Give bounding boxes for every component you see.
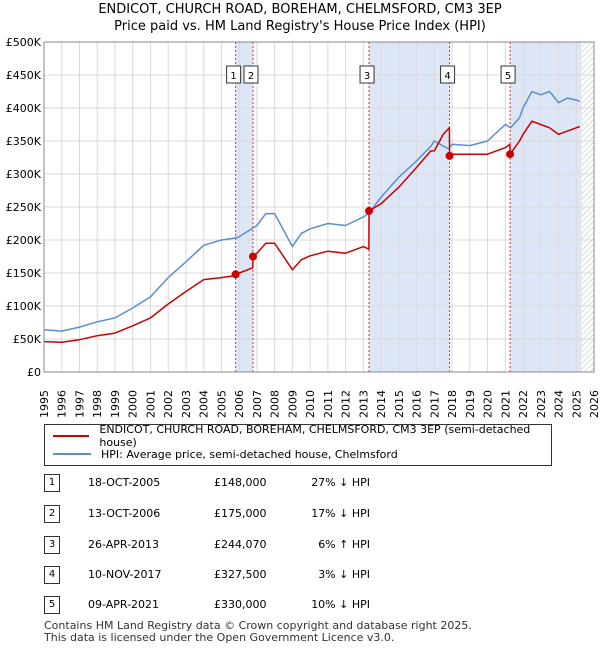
y-tick-label: £150K xyxy=(6,267,42,280)
x-tick-label: 1999 xyxy=(109,390,122,418)
x-tick-label: 2006 xyxy=(233,390,246,418)
sale-price: £244,070 xyxy=(214,538,267,551)
legend-item-property: ENDICOT, CHURCH ROAD, BOREHAM, CHELMSFOR… xyxy=(53,423,551,449)
sale-hpi-diff: 6% ↑ HPI xyxy=(318,538,370,551)
sale-label-box xyxy=(243,65,259,84)
footer-copyright: Contains HM Land Registry data © Crown c… xyxy=(44,619,472,632)
x-tick-label: 1996 xyxy=(56,390,69,418)
table-row: 4 10-NOV-2017 £327,500 3% ↓ HPI xyxy=(0,566,600,586)
chart-subtitle: Price paid vs. HM Land Registry's House … xyxy=(114,19,486,34)
property-price-line xyxy=(43,120,581,344)
x-tick-label: 2018 xyxy=(446,390,459,418)
chart-title: ENDICOT, CHURCH ROAD, BOREHAM, CHELMSFOR… xyxy=(98,2,502,17)
table-row: 3 26-APR-2013 £244,070 6% ↑ HPI xyxy=(0,536,600,556)
x-tick-label: 2009 xyxy=(286,390,299,418)
sale-label: 2 xyxy=(248,71,254,82)
x-tick-label: 2005 xyxy=(215,390,228,418)
x-tick-label: 2016 xyxy=(411,390,424,418)
y-tick-label: £100K xyxy=(6,300,42,313)
x-tick-label: 2013 xyxy=(357,390,370,418)
sale-date: 10-NOV-2017 xyxy=(88,568,162,581)
y-tick-label: £450K xyxy=(6,69,42,82)
property-line-swatch xyxy=(53,435,90,437)
legend-property-label: ENDICOT, CHURCH ROAD, BOREHAM, CHELMSFOR… xyxy=(99,423,531,449)
sale-number: 2 xyxy=(44,505,60,523)
x-tick-label: 2017 xyxy=(428,390,441,418)
x-tick-label: 2008 xyxy=(269,390,282,418)
x-tick-label: 2023 xyxy=(535,390,548,418)
legend-item-hpi: HPI: Average price, semi-detached house,… xyxy=(53,445,398,463)
sale-hpi-diff: 3% ↓ HPI xyxy=(318,568,370,581)
x-tick-label: 2011 xyxy=(322,390,335,418)
x-tick-label: 2025 xyxy=(570,390,583,418)
sale-label: 1 xyxy=(230,71,236,82)
sale-label-box xyxy=(440,65,456,84)
legend: ENDICOT, CHURCH ROAD, BOREHAM, CHELMSFOR… xyxy=(44,423,552,466)
x-tick-label: 1995 xyxy=(38,390,51,418)
x-tick-label: 2001 xyxy=(144,390,157,418)
sale-number: 3 xyxy=(44,536,60,554)
sale-label: 4 xyxy=(444,71,450,82)
sale-number: 5 xyxy=(44,596,60,614)
x-tick-label: 1997 xyxy=(73,390,86,418)
y-tick-label: £350K xyxy=(6,135,42,148)
sale-label: 3 xyxy=(364,71,370,82)
y-tick-label: £50K xyxy=(13,333,42,346)
price-chart: 1 2 3 4 5 £0 £50K £100K £150K £200K £250K £300K £35… xyxy=(6,36,600,418)
sale-label-box xyxy=(226,65,242,84)
y-tick-label: £400K xyxy=(6,102,42,115)
sale-point xyxy=(365,206,374,215)
x-tick-label: 2004 xyxy=(198,390,211,418)
x-tick-label: 2002 xyxy=(162,390,175,418)
sale-date: 09-APR-2021 xyxy=(88,598,160,611)
footer-license: This data is licensed under the Open Gov… xyxy=(44,631,395,644)
sale-point xyxy=(445,151,454,160)
x-tick-label: 2015 xyxy=(393,390,406,418)
sale-price: £327,500 xyxy=(214,568,267,581)
hpi-line-swatch xyxy=(53,453,91,455)
hpi-line xyxy=(43,90,581,332)
x-tick-label: 2022 xyxy=(517,390,530,418)
sale-hpi-diff: 17% ↓ HPI xyxy=(311,507,370,520)
plot-frame xyxy=(43,41,595,373)
x-tick-label: 2019 xyxy=(464,390,477,418)
sale-date: 26-APR-2013 xyxy=(88,538,160,551)
y-tick-label: £0 xyxy=(27,366,41,379)
y-tick-label: £250K xyxy=(6,201,42,214)
y-tick-label: £200K xyxy=(6,234,42,247)
x-tick-label: 2003 xyxy=(180,390,193,418)
table-row: 1 18-OCT-2005 £148,000 27% ↓ HPI xyxy=(0,474,600,494)
x-tick-label: 2010 xyxy=(304,390,317,418)
sale-price: £175,000 xyxy=(214,507,267,520)
x-tick-label: 2012 xyxy=(340,390,353,418)
sale-label: 5 xyxy=(505,71,511,82)
y-tick-label: £300K xyxy=(6,168,42,181)
x-tick-label: 2026 xyxy=(588,390,600,418)
sale-label-box xyxy=(359,65,375,84)
legend-hpi-label: HPI: Average price, semi-detached house,… xyxy=(101,447,398,461)
sale-label-box xyxy=(500,65,516,84)
sale-date: 13-OCT-2006 xyxy=(88,507,161,520)
sale-hpi-diff: 27% ↓ HPI xyxy=(311,476,370,489)
table-row: 2 13-OCT-2006 £175,000 17% ↓ HPI xyxy=(0,505,600,525)
y-tick-label: £500K xyxy=(6,36,42,49)
x-tick-label: 2021 xyxy=(499,390,512,418)
sale-number: 4 xyxy=(44,566,60,584)
sale-price: £330,000 xyxy=(214,598,267,611)
sale-date: 18-OCT-2005 xyxy=(88,476,161,489)
x-tick-label: 2020 xyxy=(482,390,495,418)
x-tick-label: 1998 xyxy=(91,390,104,418)
sale-hpi-diff: 10% ↓ HPI xyxy=(311,598,370,611)
x-tick-label: 2000 xyxy=(127,390,140,418)
x-tick-label: 2014 xyxy=(375,390,388,418)
x-tick-label: 2024 xyxy=(553,390,566,418)
sale-point xyxy=(249,252,257,261)
sale-point xyxy=(231,270,240,279)
sale-price: £148,000 xyxy=(214,476,267,489)
x-tick-label: 2007 xyxy=(251,390,264,418)
sale-point xyxy=(506,150,515,159)
sale-number: 1 xyxy=(44,474,60,492)
table-row: 5 09-APR-2021 £330,000 10% ↓ HPI xyxy=(0,596,600,616)
